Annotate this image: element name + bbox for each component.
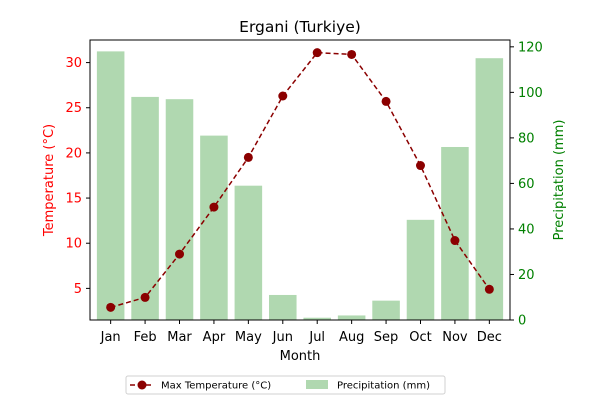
legend-marker-swatch <box>137 380 147 390</box>
right-tick-label: 60 <box>518 177 535 192</box>
x-tick-label: Oct <box>409 330 431 345</box>
precipitation-bar-sep <box>372 300 400 320</box>
temperature-point-feb <box>140 292 150 302</box>
temperature-point-sep <box>381 96 391 106</box>
temperature-point-apr <box>209 202 219 212</box>
precipitation-bar-may <box>234 185 263 320</box>
legend: Max Temperature (°C) Precipitation (mm) <box>125 375 446 395</box>
left-tick-label: 25 <box>65 101 82 116</box>
precipitation-bar-jun <box>269 294 297 320</box>
x-axis-ticks: Jan Feb Mar Apr May Jun Jul Aug Sep Oct Nov Dec <box>100 320 502 345</box>
precipitation-bar-aug <box>337 315 366 320</box>
temperature-point-mar <box>175 249 185 259</box>
right-axis-label: Precipitation (mm) <box>552 120 567 241</box>
chart-title: Ergani (Turkiye) <box>239 18 361 36</box>
precipitation-bars <box>96 51 504 321</box>
right-tick-label: 20 <box>518 268 535 283</box>
x-tick-label: Jul <box>308 330 325 345</box>
left-axis-ticks: 5 10 15 20 25 30 <box>65 56 90 297</box>
temperature-point-jul <box>312 48 322 58</box>
left-tick-label: 15 <box>65 192 82 207</box>
left-tick-label: 10 <box>65 237 82 252</box>
temperature-point-dec <box>484 284 494 294</box>
x-tick-label: Aug <box>339 330 364 345</box>
legend-label-precipitation: Precipitation (mm) <box>337 381 430 392</box>
legend-box <box>125 375 446 395</box>
left-axis-label: Temperature (°C) <box>42 124 57 237</box>
precipitation-bar-nov <box>441 146 469 320</box>
right-tick-label: 80 <box>518 131 535 146</box>
temperature-point-may <box>243 152 253 162</box>
x-tick-label: Apr <box>203 330 226 345</box>
left-tick-label: 20 <box>65 146 82 161</box>
temperature-point-jun <box>278 91 288 101</box>
temperature-line <box>106 48 494 312</box>
precipitation-bar-jan <box>96 51 125 321</box>
precipitation-bar-mar <box>165 99 194 321</box>
legend-bar-swatch <box>306 380 328 389</box>
temperature-point-jan <box>106 302 116 312</box>
x-tick-label: Jan <box>100 330 121 345</box>
x-axis-label: Month <box>280 349 321 364</box>
left-tick-label: 5 <box>74 282 82 297</box>
left-tick-label: 30 <box>65 56 82 71</box>
precipitation-bar-jul <box>303 317 331 320</box>
temperature-point-nov <box>450 236 460 246</box>
right-tick-label: 0 <box>518 314 526 329</box>
precipitation-bar-feb <box>131 96 159 320</box>
right-axis-ticks: 0 20 40 60 80 100 120 <box>510 40 543 329</box>
temperature-point-aug <box>347 49 357 59</box>
precipitation-bar-oct <box>406 219 435 320</box>
right-tick-label: 120 <box>518 40 543 55</box>
x-tick-label: May <box>235 330 262 345</box>
temperature-point-oct <box>415 161 425 171</box>
x-tick-label: Nov <box>442 330 468 345</box>
x-tick-label: Mar <box>167 330 192 345</box>
right-tick-label: 100 <box>518 86 543 101</box>
right-tick-label: 40 <box>518 222 535 237</box>
temperature-line-path <box>110 51 490 309</box>
x-tick-label: Dec <box>477 330 502 345</box>
legend-label-temperature: Max Temperature (°C) <box>161 381 271 392</box>
precipitation-bar-apr <box>200 135 228 320</box>
plot-frame <box>89 39 511 321</box>
precipitation-bar-dec <box>475 58 504 320</box>
x-tick-label: Sep <box>374 330 399 345</box>
x-tick-label: Jun <box>272 330 293 345</box>
x-tick-label: Feb <box>134 330 157 345</box>
